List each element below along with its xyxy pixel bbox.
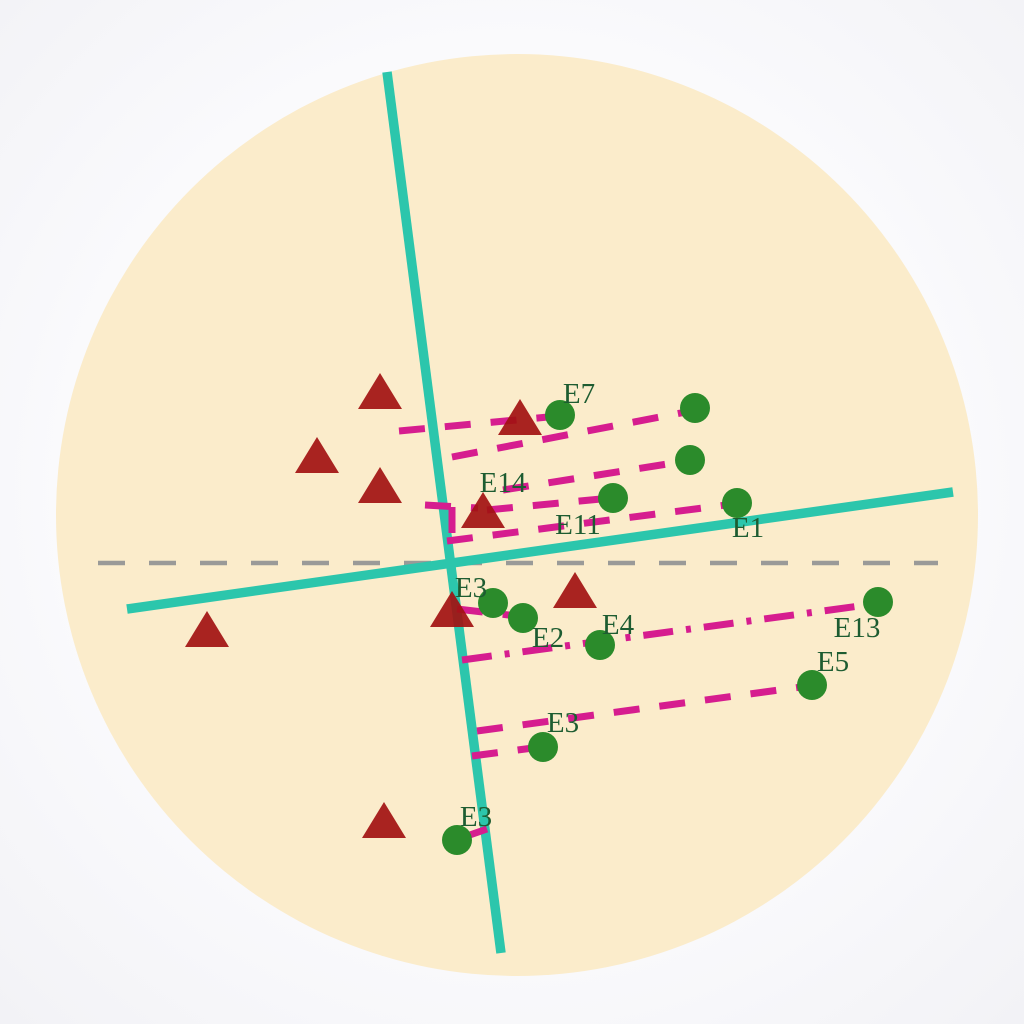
connector-line [476, 683, 802, 735]
point-label: E3 [455, 572, 487, 604]
triangle-marker [185, 611, 229, 647]
triangle-marker [295, 437, 339, 473]
connector-line [471, 744, 534, 760]
circle-marker [797, 670, 827, 700]
connector-line [398, 413, 549, 435]
connector-line [461, 601, 868, 664]
triangle-marker [358, 467, 402, 503]
triangle-marker [362, 802, 406, 838]
plot-background-disc [56, 54, 978, 976]
circle-marker [722, 488, 752, 518]
triangle-marker [461, 492, 505, 528]
circle-marker [478, 588, 508, 618]
point-label: E1 [732, 512, 764, 544]
circle-marker [680, 393, 710, 423]
connector-line [502, 458, 681, 494]
circle-marker [863, 587, 893, 617]
circle-marker [508, 603, 538, 633]
circle-marker [545, 400, 575, 430]
point-label: E2 [532, 622, 564, 654]
point-label: E13 [834, 612, 881, 644]
circle-marker [675, 445, 705, 475]
circle-marker [585, 630, 615, 660]
point-label: E5 [817, 646, 849, 678]
circle-marker [598, 483, 628, 513]
point-label: E3 [547, 707, 579, 739]
connector-line [451, 408, 687, 461]
rotated-horizontal-axis [126, 487, 954, 614]
rotated-vertical-axis [382, 71, 506, 954]
connector-line [456, 605, 518, 620]
point-label: E3 [460, 801, 492, 833]
triangle-marker [430, 591, 474, 627]
triangle-marker [553, 572, 597, 608]
triangle-marker [358, 373, 402, 409]
connector-line [424, 501, 479, 512]
point-label: E11 [555, 509, 601, 541]
connector-line [446, 501, 727, 545]
circle-marker [528, 732, 558, 762]
circle-marker [442, 825, 472, 855]
point-label: E14 [480, 467, 527, 499]
point-label: E4 [602, 609, 635, 641]
point-label: E7 [563, 378, 595, 410]
connector-line [486, 495, 602, 514]
triangle-marker [498, 399, 542, 435]
